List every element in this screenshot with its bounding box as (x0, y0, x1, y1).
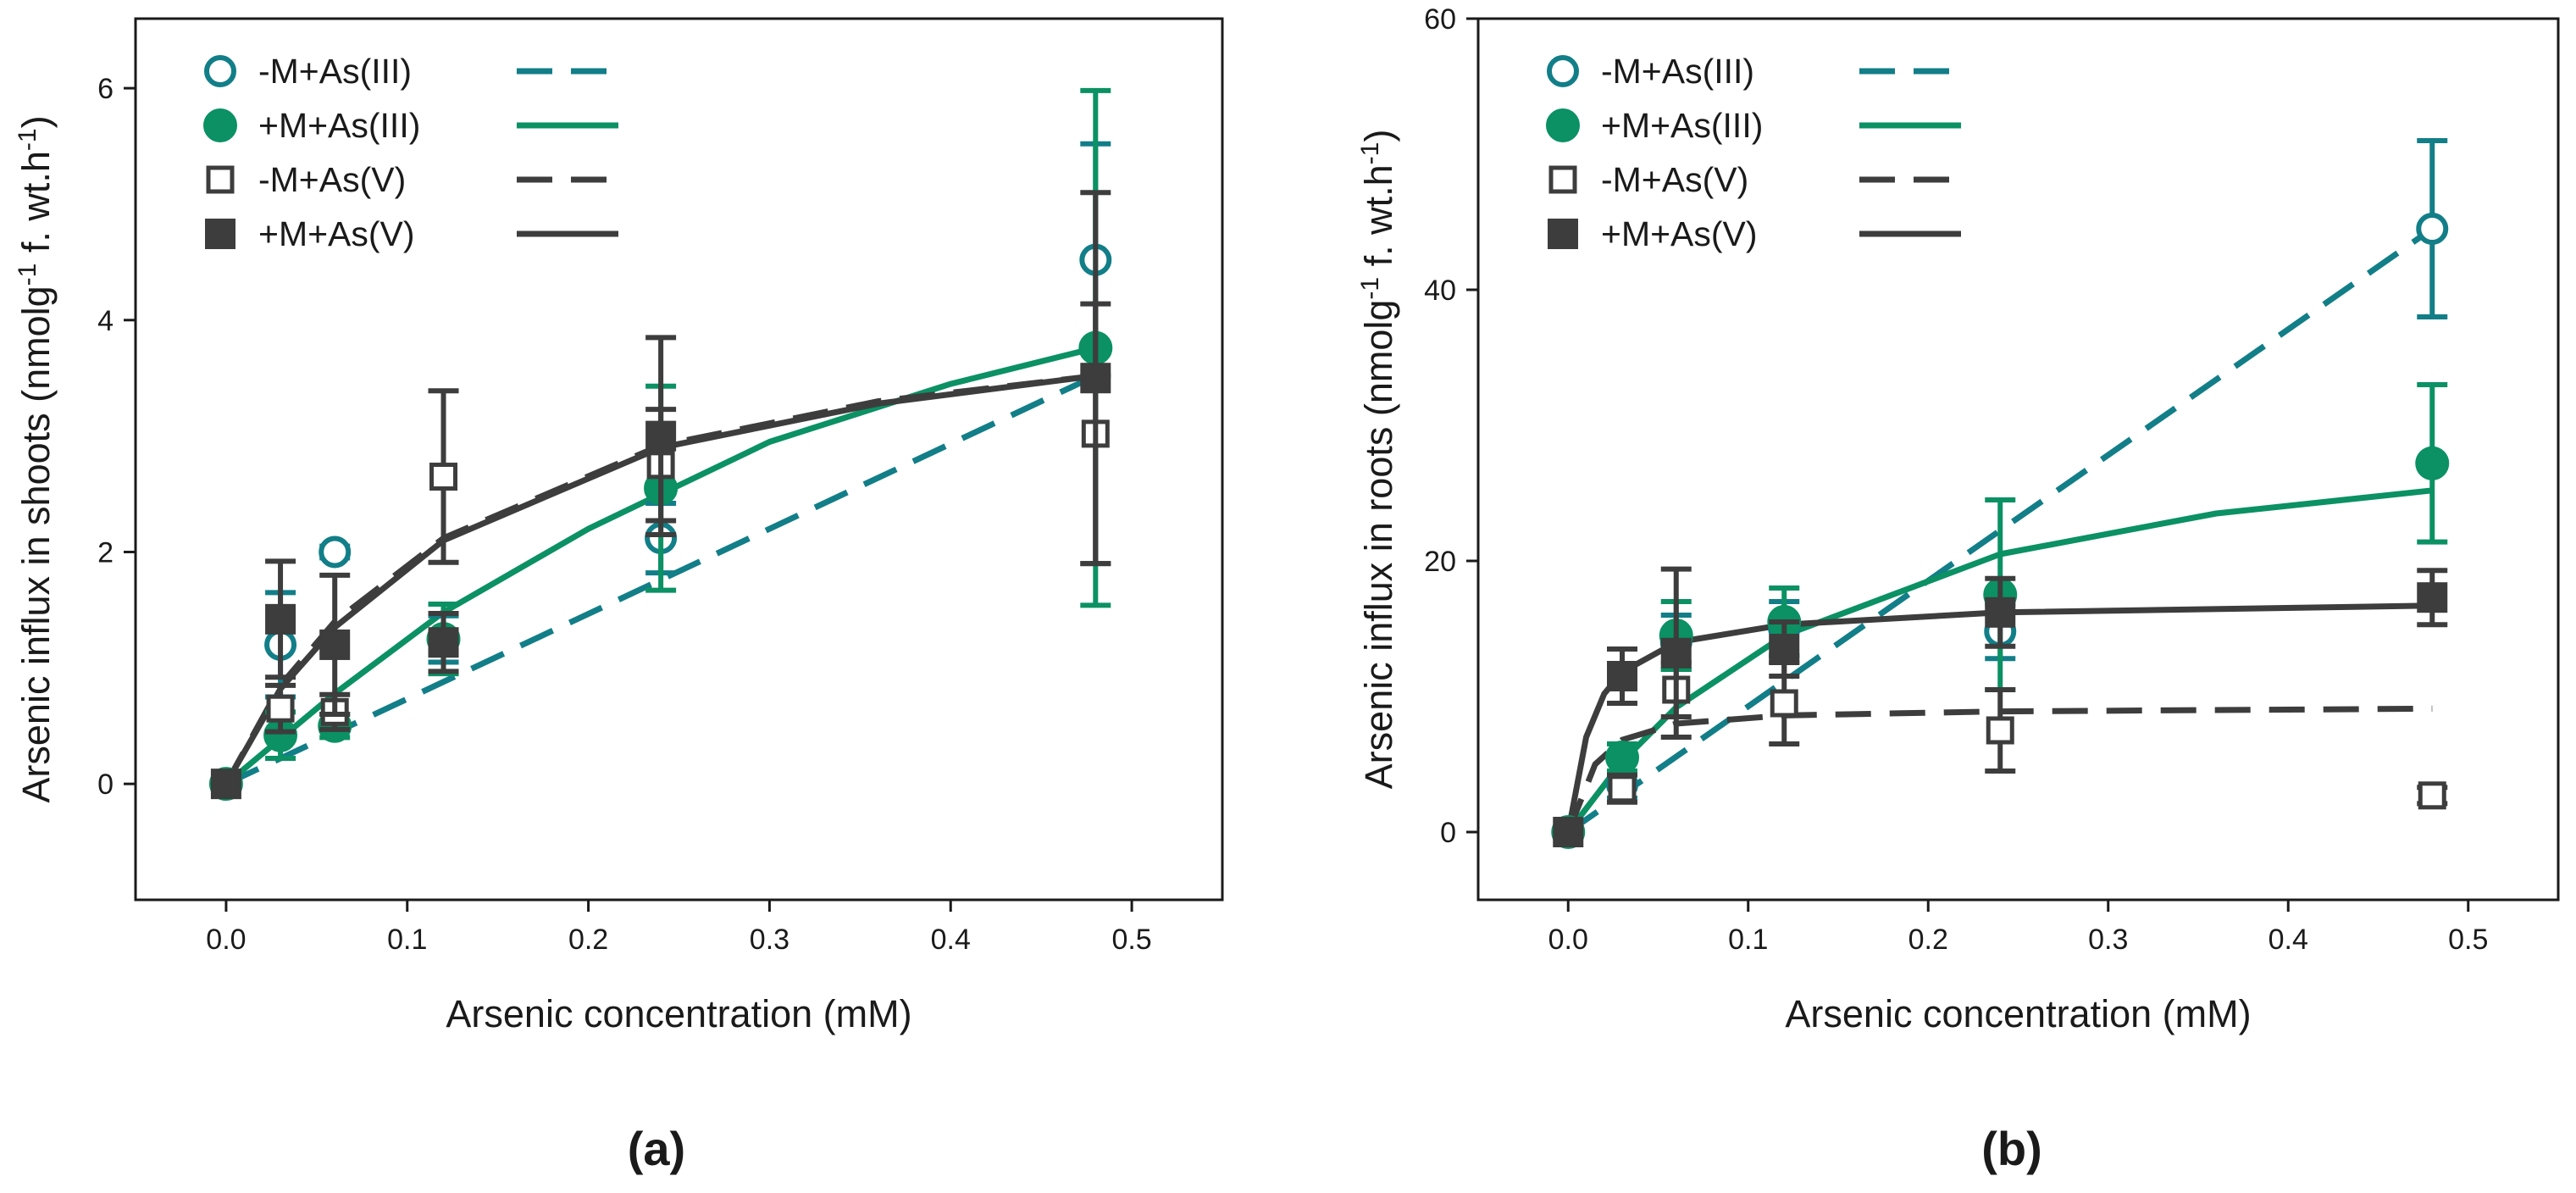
data-point (2415, 446, 2450, 480)
x-tick-label: 0.4 (931, 924, 971, 956)
legend-label: +M+As(III) (1601, 106, 1763, 145)
y-axis-title-part: Arsenic influx in shoots (nmolg (14, 286, 58, 802)
plot-frame (134, 17, 1224, 902)
data-point (2417, 582, 2448, 613)
y-tick-label: 0 (1440, 817, 1456, 849)
legend-marker (1548, 219, 1578, 249)
y-axis-title-part: f. wt.h (1357, 164, 1400, 277)
y-tick-label: 40 (1424, 275, 1456, 307)
legend-marker (1547, 55, 1579, 87)
data-point (266, 694, 295, 723)
x-tick-label: 0.5 (1111, 924, 1151, 956)
panel-label: (a) (628, 1122, 685, 1175)
data-point (1605, 741, 1639, 774)
data-point (428, 627, 459, 658)
panel-label: (b) (1981, 1122, 2042, 1175)
y-tick-label: 4 (97, 305, 114, 337)
plot-frame (1476, 17, 2560, 902)
data-point (429, 463, 458, 491)
data-point (1607, 661, 1637, 691)
data-point (319, 535, 352, 569)
y-tick-label: 6 (97, 73, 114, 105)
y-axis-title-superscript: -1 (1356, 142, 1384, 165)
y-axis-title-part: ) (14, 115, 58, 128)
data-point (1770, 689, 1798, 718)
chart-panel-1: 0.0 0.1 0.2 0.3 0.4 0.5 0 2 4 6 Arsenic concentrat… (14, 17, 1224, 1175)
y-axis-title-superscript: -1 (14, 264, 42, 286)
legend-marker (205, 219, 235, 249)
legend-label: -M+As(III) (258, 52, 412, 91)
y-axis-title-part: f. wt.h (14, 151, 58, 264)
x-tick-label: 0.2 (568, 924, 608, 956)
data-point (210, 769, 241, 800)
x-tick-label: 0.3 (750, 924, 789, 956)
legend-marker (204, 55, 236, 87)
legend-marker (1548, 165, 1577, 194)
y-tick-label: 0 (97, 769, 114, 801)
data-point (1660, 637, 1692, 669)
y-tick-label: 60 (1424, 3, 1456, 36)
chart-panel-2: 0.0 0.1 0.2 0.3 0.4 0.5 0 20 40 60 Arsenic concent… (1356, 3, 2560, 1175)
data-point (1608, 774, 1637, 803)
x-tick-label: 0.0 (1548, 924, 1588, 956)
x-tick-label: 0.3 (2088, 924, 2128, 956)
y-axis-title-superscript: -1 (14, 128, 42, 151)
data-point (2416, 213, 2449, 245)
y-tick-label: 20 (1424, 546, 1456, 578)
y-axis-title: Arsenic influx in roots (nmolg-1 f. wt.h… (1356, 130, 1401, 790)
x-axis-title: Arsenic concentration (mM) (446, 992, 911, 1035)
x-tick-label: 0.1 (1728, 924, 1768, 956)
legend-label: +M+As(V) (1601, 214, 1758, 253)
y-axis-title-superscript: -1 (1356, 277, 1384, 300)
legend-label: +M+As(III) (258, 106, 420, 145)
data-point (1985, 596, 2016, 628)
data-point (645, 420, 677, 452)
y-axis-title-part: Arsenic influx in roots (nmolg (1357, 300, 1400, 790)
data-point (319, 629, 351, 660)
legend-marker (1546, 108, 1580, 142)
x-tick-label: 0.5 (2448, 924, 2488, 956)
y-tick-label: 2 (97, 536, 114, 569)
legend-marker (206, 165, 235, 194)
fit-line-4 (1565, 602, 2433, 833)
x-tick-label: 0.0 (206, 924, 246, 956)
y-axis-title-part: ) (1357, 130, 1400, 142)
legend-label: -M+As(V) (1601, 160, 1748, 199)
x-tick-label: 0.4 (2269, 924, 2308, 956)
legend-marker (203, 108, 237, 142)
x-axis-title: Arsenic concentration (mM) (1785, 992, 2251, 1035)
data-point (1769, 634, 1800, 664)
x-tick-label: 0.2 (1908, 924, 1948, 956)
data-point (265, 603, 296, 635)
data-point (2418, 781, 2446, 810)
fit-line-1 (1566, 226, 2435, 835)
legend-label: +M+As(V) (258, 214, 415, 253)
data-point (1553, 817, 1584, 847)
x-tick-label: 0.1 (387, 924, 427, 956)
data-point (1986, 716, 2014, 745)
legend-label: -M+As(III) (1601, 52, 1754, 91)
y-axis-title: Arsenic influx in shoots (nmolg-1 f. wt.… (14, 115, 58, 802)
data-point (1080, 363, 1111, 394)
legend-label: -M+As(V) (258, 160, 406, 199)
